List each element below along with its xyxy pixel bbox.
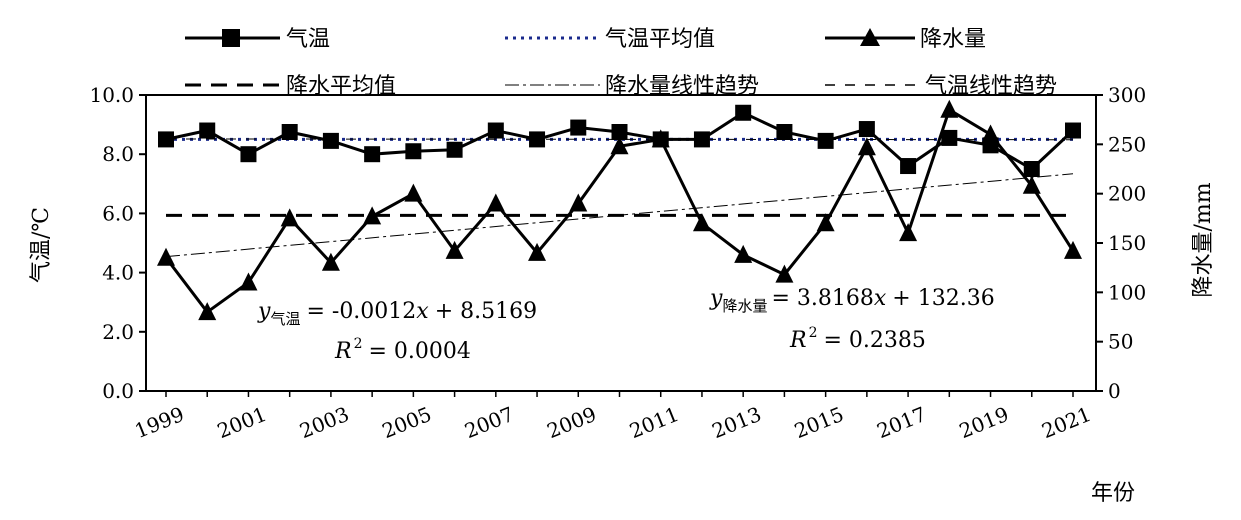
precipitation-point bbox=[940, 99, 959, 118]
eq-prec-label: 降水量 bbox=[722, 297, 767, 315]
x-tick-label: 2017 bbox=[873, 402, 929, 443]
temperature-point bbox=[405, 143, 422, 160]
eq-temp-tail: + 8.5169 bbox=[435, 299, 537, 324]
precipitation-point bbox=[363, 206, 382, 225]
temperature-point bbox=[1023, 161, 1040, 177]
y-right-tick-label: 100 bbox=[1108, 280, 1146, 304]
precipitation-point bbox=[899, 223, 918, 242]
y-left-tick-label: 0.0 bbox=[102, 379, 134, 403]
x-axis-title: 年份 bbox=[1091, 481, 1135, 506]
precipitation-point bbox=[239, 272, 258, 291]
x-tick-label: 2019 bbox=[956, 402, 1012, 443]
temperature-point bbox=[941, 129, 958, 146]
precipitation-point bbox=[692, 213, 711, 232]
temperature-point bbox=[858, 121, 875, 138]
temperature-point bbox=[240, 146, 257, 163]
y-right-tick-label: 300 bbox=[1108, 83, 1146, 107]
precipitation-trend-equation: y降水量 = 3.8168x + 132.36 R 2 = 0.2385 bbox=[709, 286, 995, 353]
y-right-tick-label: 200 bbox=[1108, 182, 1146, 206]
chart-marks: 0.0 2.0 4.0 6.0 8.0 10.0 0 50 100 150 200 250 300 199… bbox=[89, 83, 1146, 443]
x-tick-label: 1999 bbox=[131, 402, 187, 443]
precipitation-point bbox=[651, 129, 670, 148]
y-left-tick-label: 8.0 bbox=[102, 142, 134, 166]
x-tick-label: 2007 bbox=[461, 402, 517, 443]
temperature-point bbox=[611, 124, 628, 140]
eq-temp-value: = -0.0012 bbox=[306, 299, 416, 324]
temperature-point bbox=[570, 119, 587, 136]
temperature-point bbox=[487, 122, 504, 139]
y-left-tick-label: 2.0 bbox=[102, 320, 134, 344]
precipitation-point bbox=[610, 136, 629, 155]
x-tick-label: 2013 bbox=[708, 402, 764, 443]
x-tick-label: 2021 bbox=[1038, 402, 1094, 443]
temperature-point bbox=[693, 131, 710, 148]
precipitation-point bbox=[775, 264, 794, 283]
legend-label-precipitation: 降水量 bbox=[920, 27, 986, 52]
temperature-point bbox=[322, 132, 339, 149]
legend-item-temperature-mean: 气温平均值 bbox=[505, 27, 715, 52]
temperature-point bbox=[776, 124, 793, 140]
eq-prec-r2: = 0.2385 bbox=[824, 328, 926, 353]
precipitation-point bbox=[857, 137, 876, 156]
legend: 气温 气温平均值 降水量 降水平均值 降水量线性趋势 气温线性趋势 bbox=[185, 27, 1057, 99]
precipitation-point bbox=[157, 247, 175, 266]
precipitation-point bbox=[1064, 240, 1082, 259]
y-left-tick-label: 10.0 bbox=[89, 83, 134, 107]
x-tick-label: 2011 bbox=[626, 402, 682, 443]
y-axis-left-title: 气温/℃ bbox=[29, 207, 54, 283]
eq-temp-label: 气温 bbox=[270, 310, 300, 328]
precipitation-point bbox=[321, 252, 340, 271]
precipitation-point bbox=[445, 240, 464, 259]
precipitation-point bbox=[816, 213, 835, 232]
precipitation-point bbox=[528, 242, 547, 261]
precipitation-point bbox=[1022, 175, 1041, 194]
temperature-point bbox=[529, 131, 546, 148]
temperature-point bbox=[281, 124, 298, 140]
x-tick-label: 2001 bbox=[214, 402, 270, 443]
legend-item-temperature: 气温 bbox=[185, 27, 330, 52]
legend-item-precipitation: 降水量 bbox=[825, 27, 986, 52]
precipitation-point bbox=[198, 302, 217, 321]
temperature-point bbox=[364, 146, 381, 163]
svg-text:y气温= -0.0012x+ 8.5169: y气温 = -0.0012x + 8.5169 bbox=[257, 299, 537, 328]
temperature-point bbox=[900, 158, 917, 175]
y-axis-right-title: 降水量/mm bbox=[1191, 182, 1216, 297]
y-right-tick-label: 250 bbox=[1108, 132, 1146, 156]
temperature-point bbox=[199, 122, 216, 139]
svg-text:R2= 0.0004: R 2 = 0.0004 bbox=[334, 336, 471, 364]
precipitation-point bbox=[486, 193, 505, 212]
y-right-tick-label: 0 bbox=[1108, 379, 1121, 403]
x-tick-label: 2009 bbox=[544, 402, 600, 443]
precipitation-point bbox=[981, 124, 1000, 143]
precipitation-point bbox=[734, 244, 753, 263]
temperature-point bbox=[1065, 122, 1081, 139]
eq-prec-tail: + 132.36 bbox=[892, 286, 994, 311]
precipitation-point bbox=[404, 183, 423, 202]
legend-label-temperature: 气温 bbox=[286, 27, 330, 52]
precipitation-point bbox=[280, 208, 299, 227]
x-tick-label: 2015 bbox=[791, 402, 847, 443]
y-right-tick-label: 50 bbox=[1108, 330, 1133, 354]
legend-label-temperature-mean: 气温平均值 bbox=[605, 27, 715, 52]
temperature-point bbox=[735, 104, 752, 121]
x-tick-label: 2005 bbox=[379, 402, 435, 443]
svg-text:R2= 0.2385: R 2 = 0.2385 bbox=[789, 325, 926, 353]
eq-temp-r2: = 0.0004 bbox=[369, 339, 471, 364]
y-left-tick-label: 6.0 bbox=[102, 201, 134, 225]
eq-prec-value: = 3.8168 bbox=[771, 286, 873, 311]
temperature-trend-equation: y气温 = -0.0012x + 8.5169 R 2 = 0.0004 bbox=[257, 299, 537, 364]
x-tick-label: 2003 bbox=[296, 402, 352, 443]
y-left-tick-label: 4.0 bbox=[102, 261, 134, 285]
temperature-point bbox=[158, 131, 174, 148]
svg-text:y降水量= 3.8168x+ 132.36: y降水量 = 3.8168x + 132.36 bbox=[709, 286, 995, 315]
precipitation-point bbox=[569, 193, 588, 212]
temperature-point bbox=[446, 141, 463, 158]
temperature-point bbox=[817, 132, 834, 149]
y-right-tick-label: 150 bbox=[1108, 231, 1146, 255]
